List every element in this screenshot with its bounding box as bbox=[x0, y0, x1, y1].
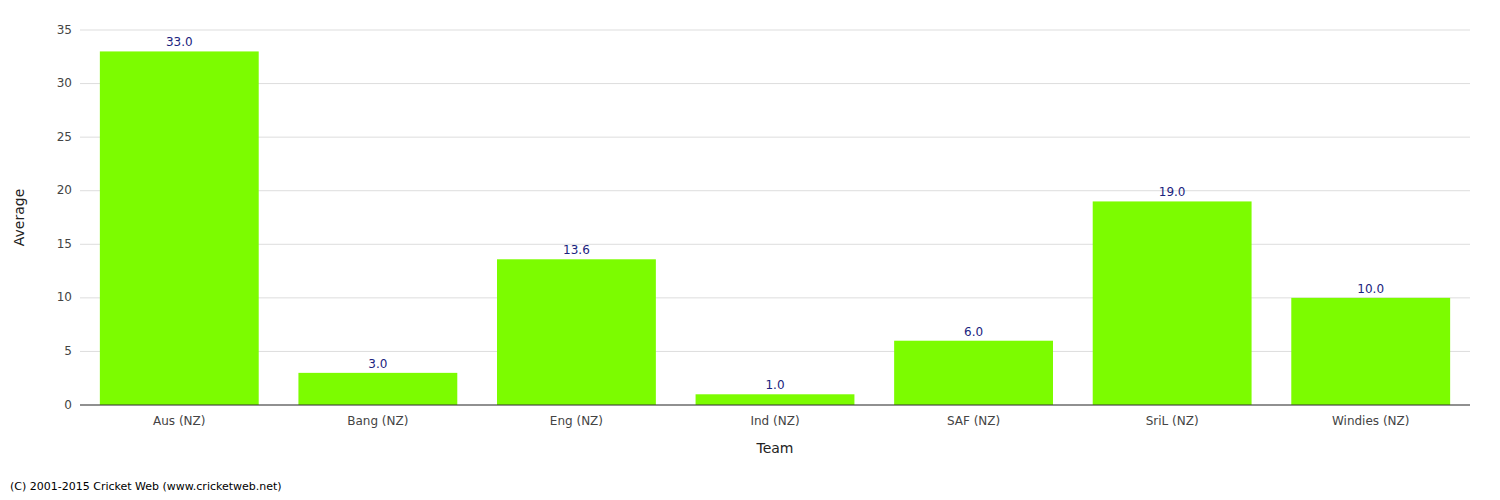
bar bbox=[1093, 201, 1252, 405]
grid-line bbox=[80, 137, 1470, 138]
y-tick-label: 0 bbox=[64, 398, 72, 412]
y-tick-label: 10 bbox=[57, 290, 72, 304]
data-label: 33.0 bbox=[166, 35, 193, 49]
bars bbox=[100, 51, 1450, 405]
y-grid bbox=[80, 30, 1470, 405]
bar bbox=[497, 259, 656, 405]
bar bbox=[100, 51, 259, 405]
x-tick-label: Bang (NZ) bbox=[347, 414, 408, 428]
chart: 0 5 10 15 20 25 30 35 33.0 3.0 13.6 1.0 6.0 19.0 10.0 A… bbox=[0, 0, 1500, 500]
y-tick-label: 5 bbox=[64, 344, 72, 358]
grid-line bbox=[80, 244, 1470, 245]
x-tick-label: Aus (NZ) bbox=[153, 414, 205, 428]
x-tick-label: Ind (NZ) bbox=[750, 414, 799, 428]
x-axis-label: Team bbox=[755, 440, 793, 456]
bar bbox=[298, 373, 457, 405]
y-tick-label: 25 bbox=[57, 130, 72, 144]
y-tick-label: 35 bbox=[57, 23, 72, 37]
bar bbox=[894, 341, 1053, 405]
footer: (C) 2001-2015 Cricket Web (www.cricketwe… bbox=[10, 480, 282, 493]
data-label: 13.6 bbox=[563, 243, 590, 257]
grid-line bbox=[80, 405, 1470, 406]
data-label: 19.0 bbox=[1159, 185, 1186, 199]
x-tick-label: SriL (NZ) bbox=[1146, 414, 1199, 428]
x-axis-line bbox=[80, 405, 1470, 406]
x-tick-label: SAF (NZ) bbox=[947, 414, 1000, 428]
data-label: 3.0 bbox=[368, 357, 387, 371]
x-tick-label: Windies (NZ) bbox=[1332, 414, 1410, 428]
grid-line bbox=[80, 351, 1470, 352]
bar bbox=[1291, 298, 1450, 405]
grid-line bbox=[80, 190, 1470, 191]
grid-line bbox=[80, 297, 1470, 298]
bar bbox=[696, 394, 855, 405]
grid-line bbox=[80, 83, 1470, 84]
y-tick-label: 20 bbox=[57, 183, 72, 197]
data-label: 6.0 bbox=[964, 325, 983, 339]
x-tick-label: Eng (NZ) bbox=[550, 414, 603, 428]
y-axis-label: Average bbox=[11, 189, 27, 247]
y-tick-label: 15 bbox=[57, 237, 72, 251]
chart-container: 0 5 10 15 20 25 30 35 33.0 3.0 13.6 1.0 6.0 19.0 10.0 A… bbox=[0, 0, 1500, 500]
grid-line bbox=[80, 30, 1470, 31]
data-label: 10.0 bbox=[1357, 282, 1384, 296]
data-label: 1.0 bbox=[765, 378, 784, 392]
y-tick-label: 30 bbox=[57, 76, 72, 90]
